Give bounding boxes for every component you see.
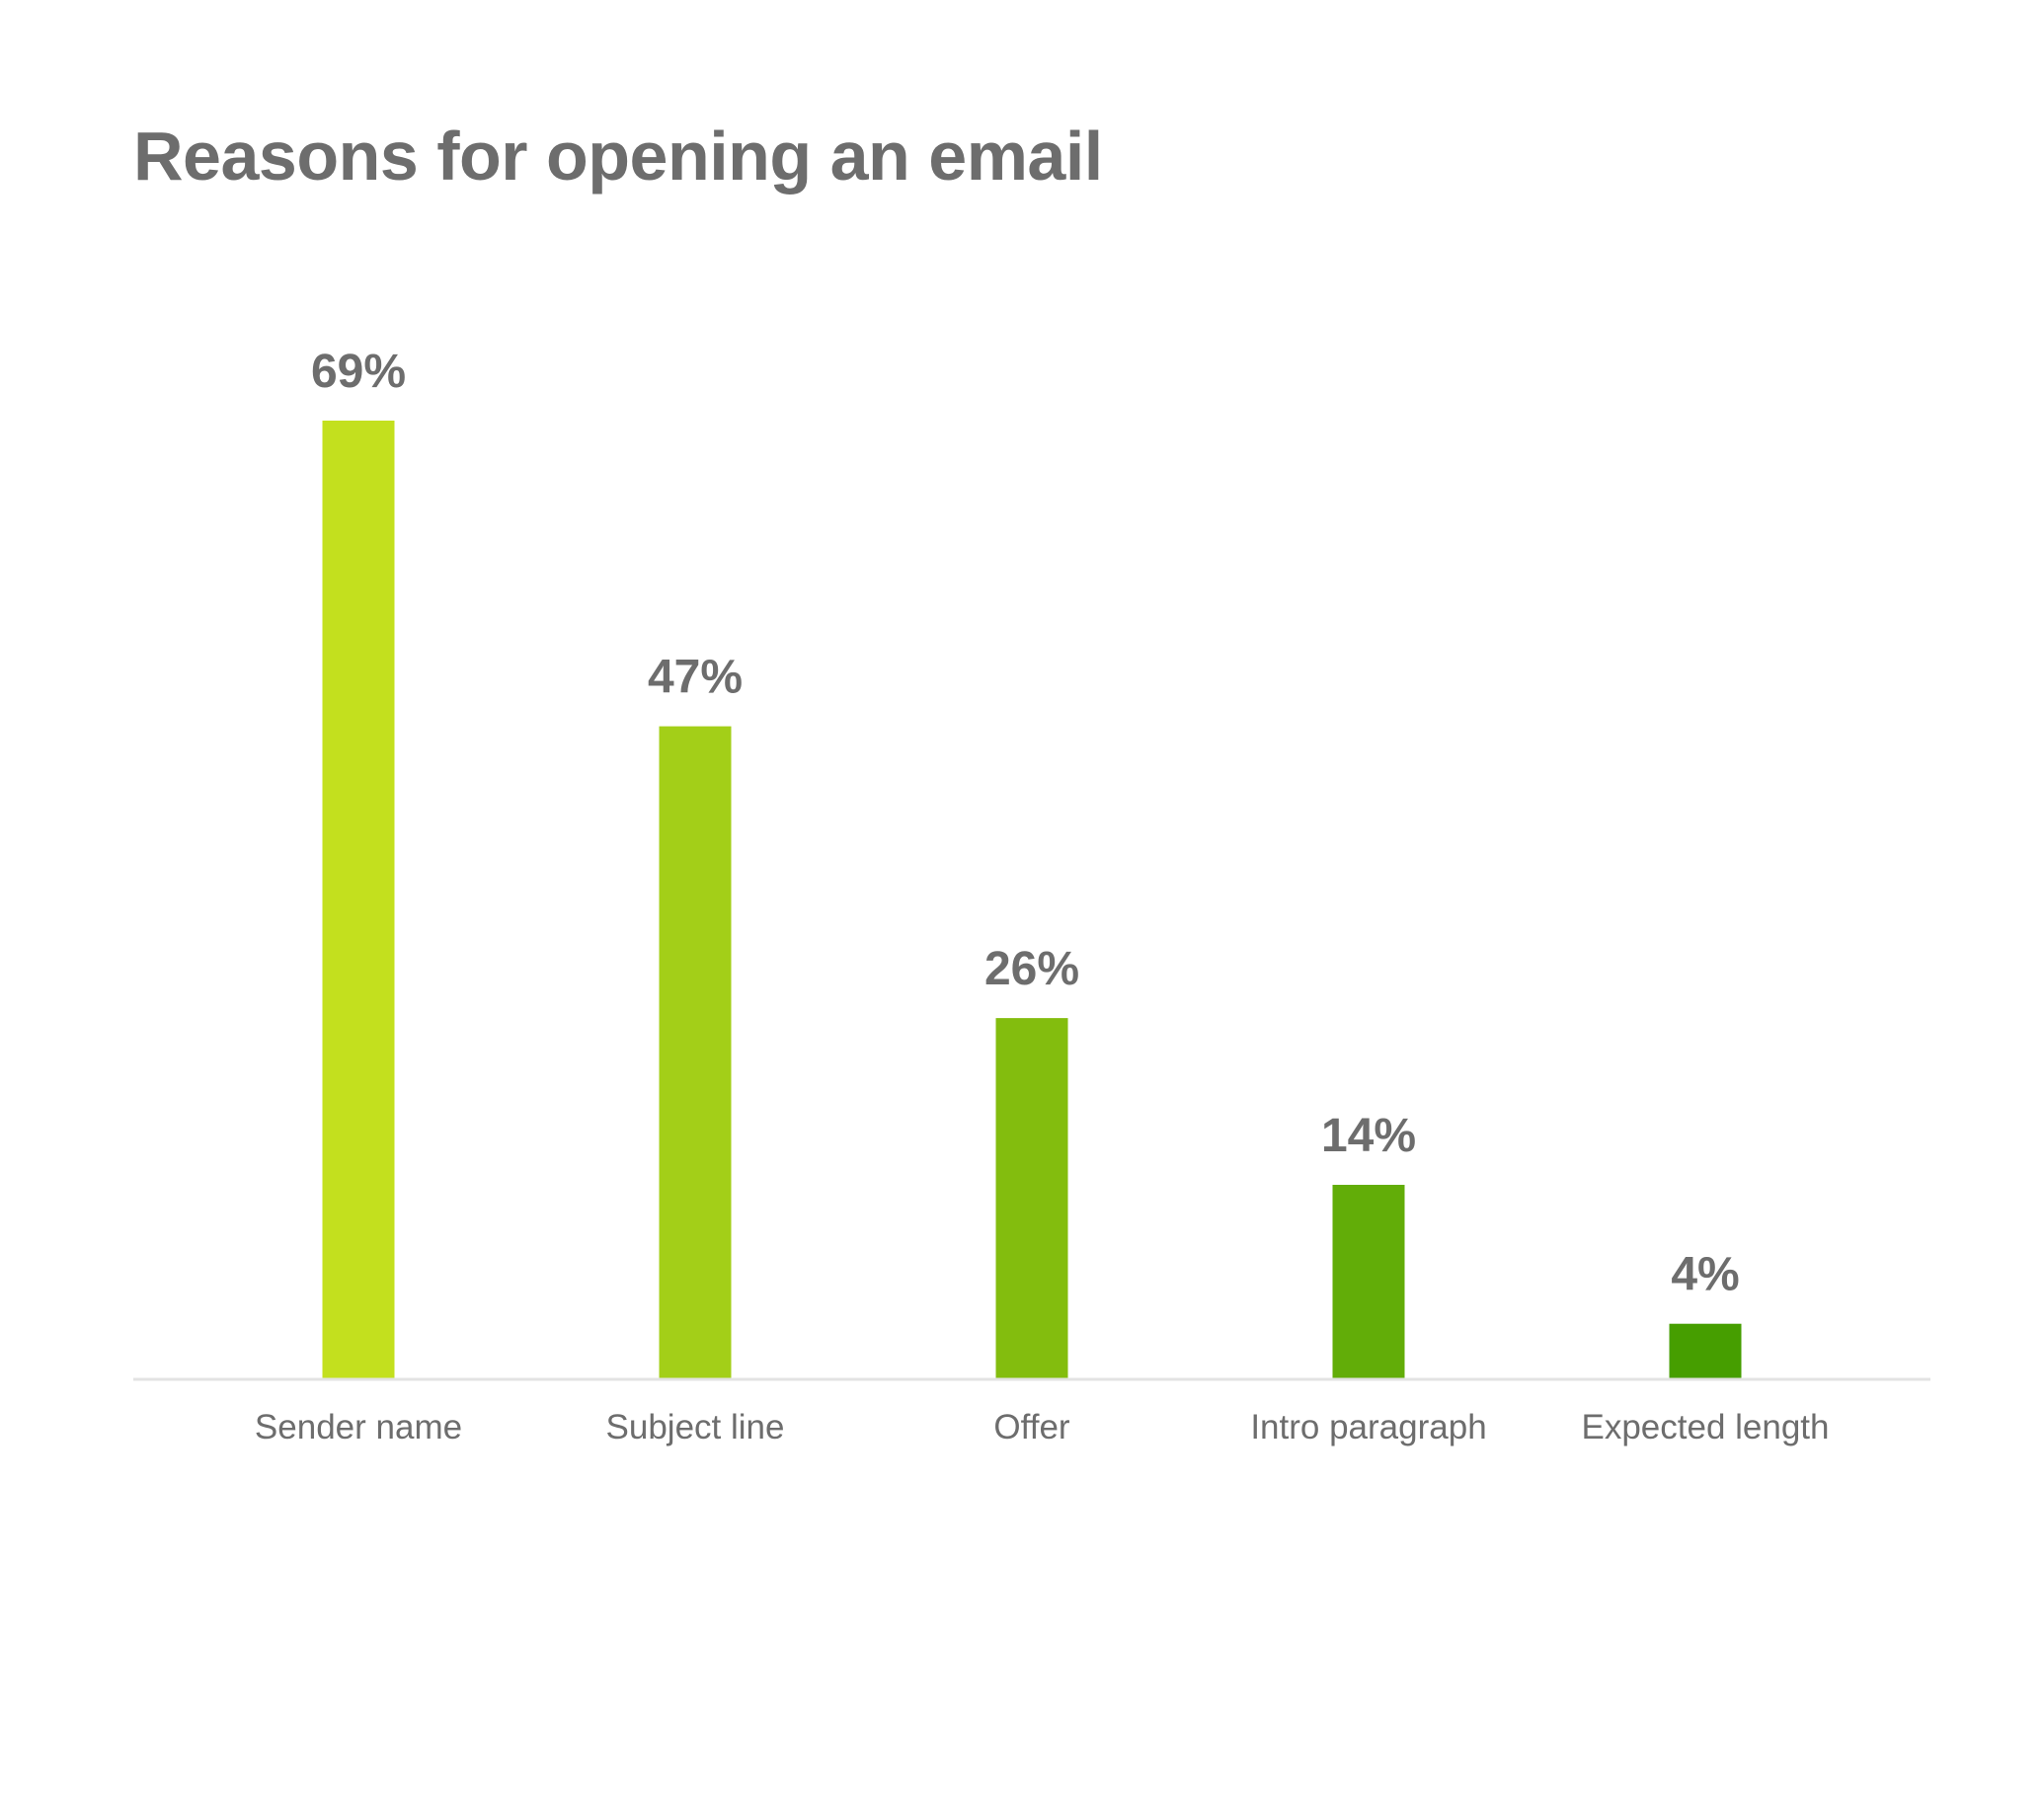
value-label-3: 14% [1321, 1110, 1416, 1162]
category-label-2: Offer [993, 1408, 1070, 1446]
chart-title: Reasons for opening an email [133, 117, 1103, 195]
value-label-2: 26% [984, 943, 1079, 995]
value-labels-group: 69% 47% 26% 14% 4% [311, 346, 1740, 1301]
category-label-0: Sender name [255, 1408, 462, 1446]
bar-0 [322, 421, 395, 1379]
bars-group [322, 421, 1742, 1379]
category-labels-group: Sender name Subject line Offer Intro paragr… [255, 1408, 1830, 1446]
category-label-4: Expected length [1581, 1408, 1829, 1446]
bar-4 [1669, 1323, 1742, 1379]
bar-1 [659, 726, 732, 1379]
bar-3 [1332, 1184, 1405, 1379]
value-label-0: 69% [311, 346, 406, 398]
category-label-3: Intro paragraph [1250, 1408, 1486, 1446]
value-label-4: 4% [1671, 1249, 1739, 1301]
category-label-1: Subject line [606, 1408, 785, 1446]
bar-2 [995, 1018, 1068, 1379]
value-label-1: 47% [648, 652, 743, 704]
